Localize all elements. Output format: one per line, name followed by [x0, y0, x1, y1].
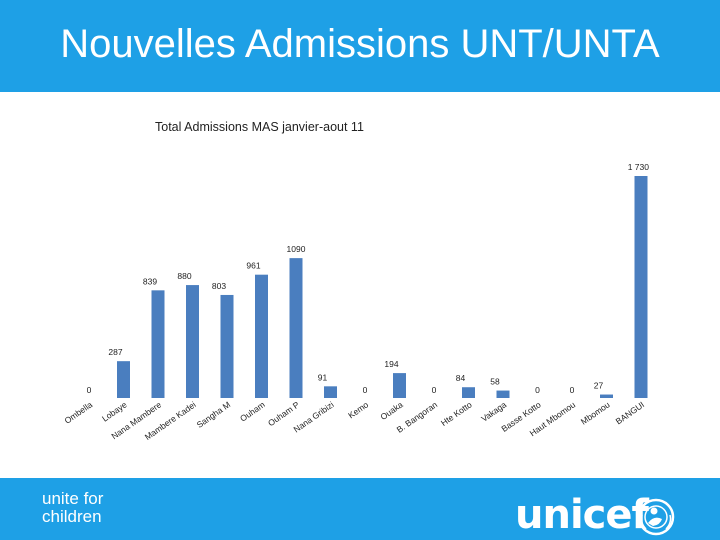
data-label-9: 194	[384, 359, 398, 369]
category-label-9: Ouaka	[378, 399, 404, 422]
data-label-14: 0	[570, 385, 575, 395]
data-label-16: 1 730	[628, 162, 650, 172]
bar-1	[117, 361, 130, 398]
bar-12	[496, 390, 510, 398]
category-label-16: BANGUI	[614, 399, 646, 426]
category-label-8: Kemo	[346, 399, 370, 420]
bar-15	[600, 394, 613, 398]
data-label-5: 961	[246, 261, 260, 271]
category-label-1: Lobaye	[100, 399, 129, 423]
chart-title: Total Admissions MAS janvier-aout 11	[155, 120, 364, 134]
footer-bar	[0, 478, 720, 540]
category-label-0: Ombella	[62, 399, 94, 426]
data-label-10: 0	[432, 385, 437, 395]
bar-16	[634, 176, 648, 398]
bar-11	[462, 387, 475, 398]
data-label-4: 803	[212, 281, 226, 291]
bar-5	[255, 274, 268, 398]
category-label-4: Sangha M	[195, 399, 232, 429]
data-label-6: 1090	[287, 244, 306, 254]
data-label-1: 287	[108, 347, 122, 357]
bar-2	[151, 290, 165, 398]
data-label-3: 880	[177, 271, 191, 281]
page-title: Nouvelles Admissions UNT/UNTA	[60, 22, 660, 66]
category-label-5: Ouham	[238, 399, 267, 423]
bar-9	[393, 373, 406, 398]
tagline-text: unite for children	[42, 489, 104, 526]
brand-logo: unicef	[515, 492, 649, 538]
data-label-7: 91	[318, 372, 328, 382]
child-emblem-icon	[637, 498, 675, 536]
data-label-11: 84	[456, 373, 466, 383]
category-label-15: Mbomou	[579, 399, 612, 426]
header-bar: Nouvelles Admissions UNT/UNTA	[0, 0, 720, 92]
bar-6	[289, 258, 303, 398]
bar-4	[220, 294, 234, 398]
data-label-15: 27	[594, 381, 604, 391]
data-label-13: 0	[535, 385, 540, 395]
category-label-11: Hte Kotto	[439, 399, 474, 428]
bar-3	[186, 285, 199, 398]
data-label-8: 0	[363, 385, 368, 395]
category-label-12: Vakaga	[479, 399, 508, 424]
data-label-0: 0	[87, 385, 92, 395]
data-label-12: 58	[490, 377, 500, 387]
data-label-2: 839	[143, 276, 157, 286]
bar-7	[324, 386, 337, 398]
